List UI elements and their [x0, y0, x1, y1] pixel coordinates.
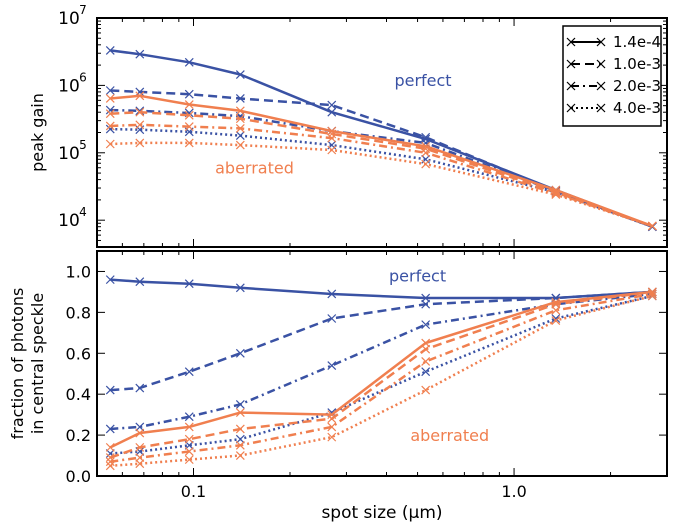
legend: 1.4e-4 1.0e-3 2.0e-3 4.0e-3: [563, 26, 661, 126]
x-tick-label: 1.0: [501, 482, 526, 501]
data-point-aberrated: [236, 452, 244, 460]
y-tick-label: 0.0: [66, 467, 91, 486]
y-tick-exponent: 6: [79, 70, 87, 84]
legend-label: 1.0e-3: [613, 55, 661, 73]
y-tick-exponent: 7: [79, 3, 87, 17]
y-tick-label: 1.0: [66, 262, 91, 281]
x-tick-label: 0.1: [181, 482, 206, 501]
y-tick-label: 10: [58, 144, 80, 164]
y-tick-label: 10: [58, 211, 80, 231]
data-point-aberrated: [328, 415, 336, 423]
legend-label: 4.0e-3: [613, 99, 661, 117]
annotation-perfect: perfect: [389, 267, 446, 286]
y-tick-label: 10: [58, 76, 80, 96]
data-point-aberrated: [422, 357, 430, 365]
annotation-perfect: perfect: [394, 71, 451, 90]
legend-label: 1.4e-4: [613, 33, 661, 51]
y-tick-exponent: 4: [79, 205, 87, 219]
central-speckle-panel: 0.0 0.2 0.4 0.6 0.8 1.0 0.1 1.0 fraction of phot…: [8, 251, 667, 523]
data-point-aberrated: [106, 462, 114, 470]
data-point-aberrated: [328, 146, 336, 154]
data-point-aberrated: [422, 386, 430, 394]
y-tick-label: 0.6: [66, 344, 91, 363]
annotation-aberrated: aberrated: [215, 159, 294, 178]
y-tick-label: 10: [58, 9, 80, 29]
data-point-aberrated: [136, 121, 144, 129]
plot-frame: [97, 251, 667, 476]
x-axis-label: spot size (μm): [321, 503, 442, 523]
y-tick-label: 0.8: [66, 303, 91, 322]
series-line-perfect-solid: [110, 280, 652, 298]
y-axis-label: in central speckle: [28, 293, 47, 434]
data-point-aberrated: [422, 160, 430, 168]
y-axis-label: peak gain: [28, 93, 47, 172]
series-line-aberrated-dotted: [110, 143, 652, 226]
data-point-aberrated: [236, 141, 244, 149]
series-lines: [106, 276, 656, 470]
y-axis-label: fraction of photons: [8, 288, 27, 440]
legend-label: 2.0e-3: [613, 77, 661, 95]
data-point-perfect: [236, 132, 244, 140]
y-tick-label: 0.4: [66, 385, 91, 404]
annotation-aberrated: aberrated: [410, 426, 489, 445]
y-tick-label: 0.2: [66, 426, 91, 445]
y-tick-exponent: 5: [79, 138, 87, 152]
data-point-aberrated: [106, 140, 114, 148]
x-ticks: [97, 251, 667, 476]
series-line-perfect-dashdot: [110, 294, 652, 429]
